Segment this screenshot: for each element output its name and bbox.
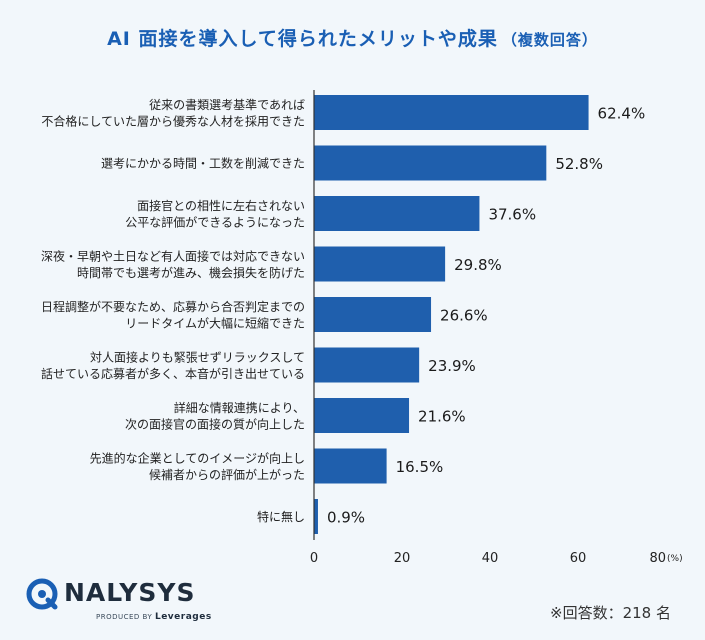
chart-title-main: AI 面接を導入して得られたメリットや成果 xyxy=(107,28,498,50)
bar-7 xyxy=(314,448,387,484)
category-label-1-0: 選考にかかる時間・工数を削減できた xyxy=(101,156,305,171)
logo-wordmark: NALYSYS xyxy=(64,578,196,607)
category-label-2-0: 面接官との相性に左右されない xyxy=(137,198,305,213)
category-label-7-0: 先進的な企業としてのイメージが向上し xyxy=(90,450,305,465)
bar-2 xyxy=(314,196,480,231)
category-label-6-1: 次の面接官の面接の質が向上した xyxy=(125,416,305,431)
logo-tag-brand: Leverages xyxy=(154,612,212,622)
bar-value-label-0: 62.4% xyxy=(598,105,646,123)
category-label-2-1: 公平な評価ができるようになった xyxy=(125,214,305,229)
category-label-4-0: 日程調整が不要なため、応募から合否判定までの xyxy=(41,299,305,314)
x-tick-label-3: 60 xyxy=(570,551,587,566)
category-label-0-1: 不合格にしていた層から優秀な人材を採用できた xyxy=(41,113,305,128)
chart-title: AI 面接を導入して得られたメリットや成果 （複数回答） xyxy=(0,24,705,51)
logo-tag-prefix: PRODUCED BY xyxy=(96,613,153,621)
bar-value-label-8: 0.9% xyxy=(327,509,365,527)
category-label-4-1: リードタイムが大幅に短縮できた xyxy=(125,315,305,330)
bar-value-label-7: 16.5% xyxy=(396,458,444,476)
bar-value-label-5: 23.9% xyxy=(428,357,476,375)
bar-4 xyxy=(314,297,432,332)
bar-1 xyxy=(314,145,547,181)
bar-value-label-6: 21.6% xyxy=(418,408,466,426)
x-tick-label-1: 20 xyxy=(394,551,411,566)
bar-8 xyxy=(314,499,318,534)
category-label-5-1: 話せている応募者が多く、本音が引き出せている xyxy=(41,366,305,381)
bar-6 xyxy=(314,398,410,433)
category-label-0-0: 従来の書類選考基準であれば xyxy=(149,97,305,112)
category-label-6-0: 詳細な情報連携により、 xyxy=(174,400,305,415)
category-label-3-1: 時間帯でも選考が進み、機会損失を防げた xyxy=(77,265,305,280)
category-label-3-0: 深夜・早朝や土日など有人面接では対応できない xyxy=(41,248,305,263)
chart-title-subtitle: （複数回答） xyxy=(501,31,598,49)
bar-value-label-4: 26.6% xyxy=(440,307,488,325)
logo-tagline: PRODUCED BY Leverages xyxy=(96,612,212,622)
x-tick-label-2: 40 xyxy=(482,551,499,566)
x-tick-label-0: 0 xyxy=(310,551,318,566)
bar-5 xyxy=(314,347,420,383)
nalysys-logo-icon xyxy=(26,578,58,610)
category-label-5-0: 対人面接よりも緊張せずリラックスして xyxy=(90,349,305,364)
category-label-8-0: 特に無し xyxy=(257,509,305,524)
respondent-count-note: ※回答数：218 名 xyxy=(550,604,671,622)
category-label-7-1: 候補者からの評価が上がった xyxy=(149,467,305,482)
bar-3 xyxy=(314,246,446,282)
bar-value-label-3: 29.8% xyxy=(454,256,502,274)
x-tick-label-4: 80 xyxy=(649,551,666,566)
bar-value-label-2: 37.6% xyxy=(488,206,536,224)
bar-0 xyxy=(314,95,589,130)
x-axis-unit: (%) xyxy=(667,554,683,564)
bar-value-label-1: 52.8% xyxy=(555,155,603,173)
